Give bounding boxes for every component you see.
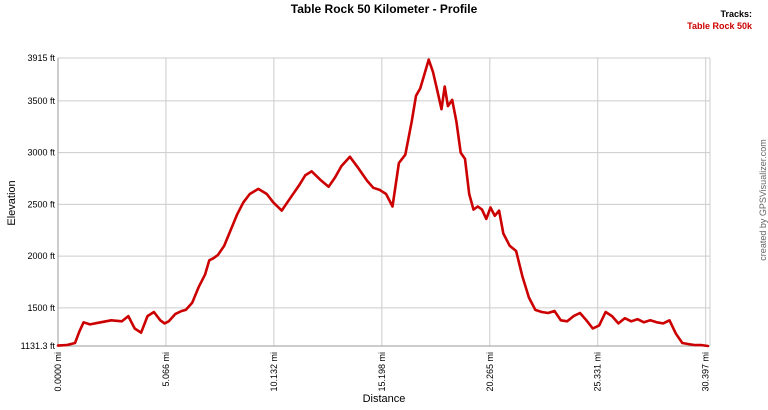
x-tick-label: 0.0000 mi [53,352,63,392]
x-tick-label: 10.132 mi [269,352,279,392]
x-tick-label: 15.198 mi [377,352,387,392]
y-tick-label: 3915 ft [27,53,55,63]
axes [57,58,711,347]
legend-entry-table-rock-50k: Table Rock 50k [687,21,753,31]
x-tick-label: 30.397 mi [701,352,711,392]
legend-title: Tracks: [720,9,752,19]
x-tick-label: 5.066 mi [161,352,171,387]
x-tick-label: 20.265 mi [485,352,495,392]
y-axis-label: Elevation [6,180,18,225]
y-tick-label: 2500 ft [27,199,55,209]
y-tick-label: 3000 ft [27,148,55,158]
legend: Tracks: Table Rock 50k [687,9,753,31]
y-tick-labels: 1131.3 ft 1500 ft 2000 ft 2500 ft 3000 ft 350… [21,53,56,351]
series-layer [56,58,710,348]
y-tick-label: 2000 ft [27,251,55,261]
x-tick-label: 25.331 mi [593,352,603,392]
y-tick-label: 1500 ft [27,303,55,313]
chart-title: Table Rock 50 Kilometer - Profile [291,2,478,16]
series-line-table-rock-50k [56,58,710,348]
y-tick-label: 1131.3 ft [21,341,56,351]
x-tick-labels: 0.0000 mi 5.066 mi 10.132 mi 15.198 mi 20.26… [53,352,711,392]
grid-lines [58,57,710,346]
credit-text: created by GPSVisualizer.com [758,139,768,260]
y-tick-label: 3500 ft [27,96,55,106]
x-axis-label: Distance [363,393,406,405]
